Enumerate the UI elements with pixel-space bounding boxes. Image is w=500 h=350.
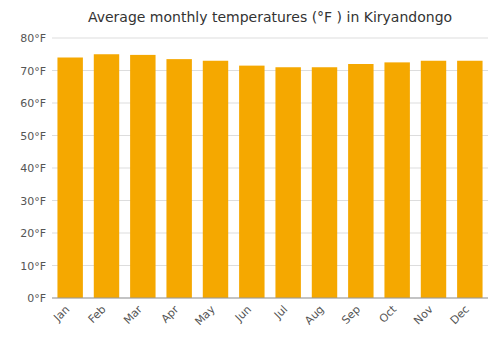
- y-tick-label: 40°F: [20, 162, 46, 175]
- x-tick-label: Feb: [86, 303, 109, 326]
- title: Average monthly temperatures (°F ) in Ki…: [88, 9, 452, 25]
- y-tick-label: 10°F: [20, 260, 46, 273]
- y-tick-label: 80°F: [20, 32, 46, 45]
- x-tick-label: Jul: [271, 303, 290, 322]
- x-tick-label: Dec: [448, 303, 472, 327]
- y-tick-label: 60°F: [20, 97, 46, 110]
- bar: [203, 61, 228, 298]
- bars: [57, 54, 482, 298]
- x-tick-label: Nov: [411, 303, 436, 328]
- bar: [312, 67, 337, 298]
- grid-line: [52, 38, 488, 39]
- y-tick-label: 70°F: [20, 65, 46, 78]
- bar: [130, 55, 155, 298]
- x-tick-label: Sep: [339, 303, 363, 327]
- bar: [239, 66, 264, 298]
- x-tick-label: May: [192, 303, 218, 329]
- y-tick-label: 0°F: [27, 292, 46, 305]
- x-tick-label: Apr: [159, 303, 182, 326]
- y-tick-label: 20°F: [20, 227, 46, 240]
- x-tick-label: Aug: [302, 303, 326, 327]
- chart: Average monthly temperatures (°F ) in Ki…: [0, 0, 500, 350]
- y-tick-label: 30°F: [20, 195, 46, 208]
- x-tick-label: Oct: [377, 302, 400, 325]
- bar: [348, 64, 373, 298]
- x-axis-line: [52, 298, 488, 299]
- bar: [275, 67, 300, 298]
- bar: [57, 58, 82, 299]
- x-tick-label: Jan: [50, 303, 72, 325]
- bar: [166, 59, 191, 298]
- bar: [384, 62, 409, 298]
- y-tick-label: 50°F: [20, 130, 46, 143]
- x-tick-label: Jun: [232, 303, 254, 325]
- grid-line: [52, 298, 488, 299]
- x-tick-label: Mar: [121, 303, 145, 327]
- bar: [94, 54, 119, 298]
- chart-container: Average monthly temperatures (°F ) in Ki…: [0, 0, 500, 350]
- grid: [52, 38, 488, 298]
- bar: [421, 61, 446, 298]
- bar: [457, 61, 482, 298]
